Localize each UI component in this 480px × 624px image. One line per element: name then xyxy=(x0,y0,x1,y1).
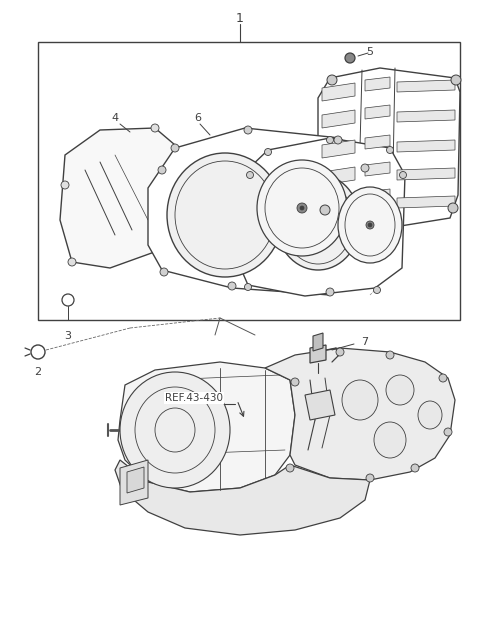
Circle shape xyxy=(439,374,447,382)
Polygon shape xyxy=(365,135,390,149)
Polygon shape xyxy=(305,390,335,420)
Circle shape xyxy=(444,428,452,436)
Polygon shape xyxy=(238,138,405,296)
Polygon shape xyxy=(322,83,355,101)
Circle shape xyxy=(297,203,307,213)
Ellipse shape xyxy=(342,380,378,420)
Polygon shape xyxy=(397,168,455,180)
Circle shape xyxy=(244,126,252,134)
Circle shape xyxy=(244,283,252,291)
Circle shape xyxy=(451,75,461,85)
Polygon shape xyxy=(60,128,178,268)
Polygon shape xyxy=(127,467,144,493)
Circle shape xyxy=(300,206,304,210)
Circle shape xyxy=(291,378,299,386)
Polygon shape xyxy=(118,362,295,492)
Text: 6: 6 xyxy=(194,113,202,123)
Circle shape xyxy=(171,171,179,179)
Circle shape xyxy=(68,258,76,266)
Circle shape xyxy=(386,147,394,154)
Polygon shape xyxy=(365,105,390,119)
Circle shape xyxy=(247,172,253,178)
Ellipse shape xyxy=(257,160,347,256)
Ellipse shape xyxy=(338,187,402,263)
Polygon shape xyxy=(322,167,355,185)
Polygon shape xyxy=(115,460,370,535)
Circle shape xyxy=(31,345,45,359)
Text: REF.43-430: REF.43-430 xyxy=(165,393,223,403)
Circle shape xyxy=(326,137,334,144)
Circle shape xyxy=(228,282,236,290)
Ellipse shape xyxy=(418,401,442,429)
Polygon shape xyxy=(322,140,355,158)
Circle shape xyxy=(326,288,334,296)
Circle shape xyxy=(264,149,272,155)
Circle shape xyxy=(366,474,374,482)
Circle shape xyxy=(373,286,381,293)
Circle shape xyxy=(61,181,69,189)
Circle shape xyxy=(399,172,407,178)
Polygon shape xyxy=(265,348,455,480)
Polygon shape xyxy=(322,193,355,211)
Ellipse shape xyxy=(276,174,360,270)
Text: 7: 7 xyxy=(361,337,369,347)
Polygon shape xyxy=(397,80,455,92)
Ellipse shape xyxy=(167,153,283,277)
Ellipse shape xyxy=(120,372,230,488)
Circle shape xyxy=(345,53,355,63)
Circle shape xyxy=(366,221,374,229)
Text: 5: 5 xyxy=(367,47,373,57)
Circle shape xyxy=(368,223,372,227)
Polygon shape xyxy=(120,460,148,505)
Circle shape xyxy=(448,203,458,213)
Circle shape xyxy=(158,166,166,174)
Circle shape xyxy=(320,205,330,215)
Circle shape xyxy=(286,464,294,472)
Circle shape xyxy=(160,268,168,276)
Polygon shape xyxy=(318,68,460,228)
Circle shape xyxy=(151,124,159,132)
Circle shape xyxy=(171,144,179,152)
Text: 4: 4 xyxy=(111,113,119,123)
Circle shape xyxy=(386,351,394,359)
Text: 2: 2 xyxy=(35,367,42,377)
Circle shape xyxy=(62,294,74,306)
Polygon shape xyxy=(397,196,455,208)
Text: 3: 3 xyxy=(64,331,72,341)
Polygon shape xyxy=(397,110,455,122)
Text: 1: 1 xyxy=(236,11,244,24)
Bar xyxy=(38,42,460,320)
Polygon shape xyxy=(365,162,390,176)
Polygon shape xyxy=(397,140,455,152)
Ellipse shape xyxy=(386,375,414,405)
Circle shape xyxy=(327,75,337,85)
Circle shape xyxy=(411,464,419,472)
Polygon shape xyxy=(365,77,390,91)
Circle shape xyxy=(336,348,344,356)
Polygon shape xyxy=(322,110,355,128)
Polygon shape xyxy=(148,128,370,295)
Circle shape xyxy=(361,164,369,172)
Polygon shape xyxy=(313,333,323,351)
Polygon shape xyxy=(365,189,390,203)
Ellipse shape xyxy=(374,422,406,458)
Polygon shape xyxy=(310,345,326,363)
Circle shape xyxy=(334,136,342,144)
